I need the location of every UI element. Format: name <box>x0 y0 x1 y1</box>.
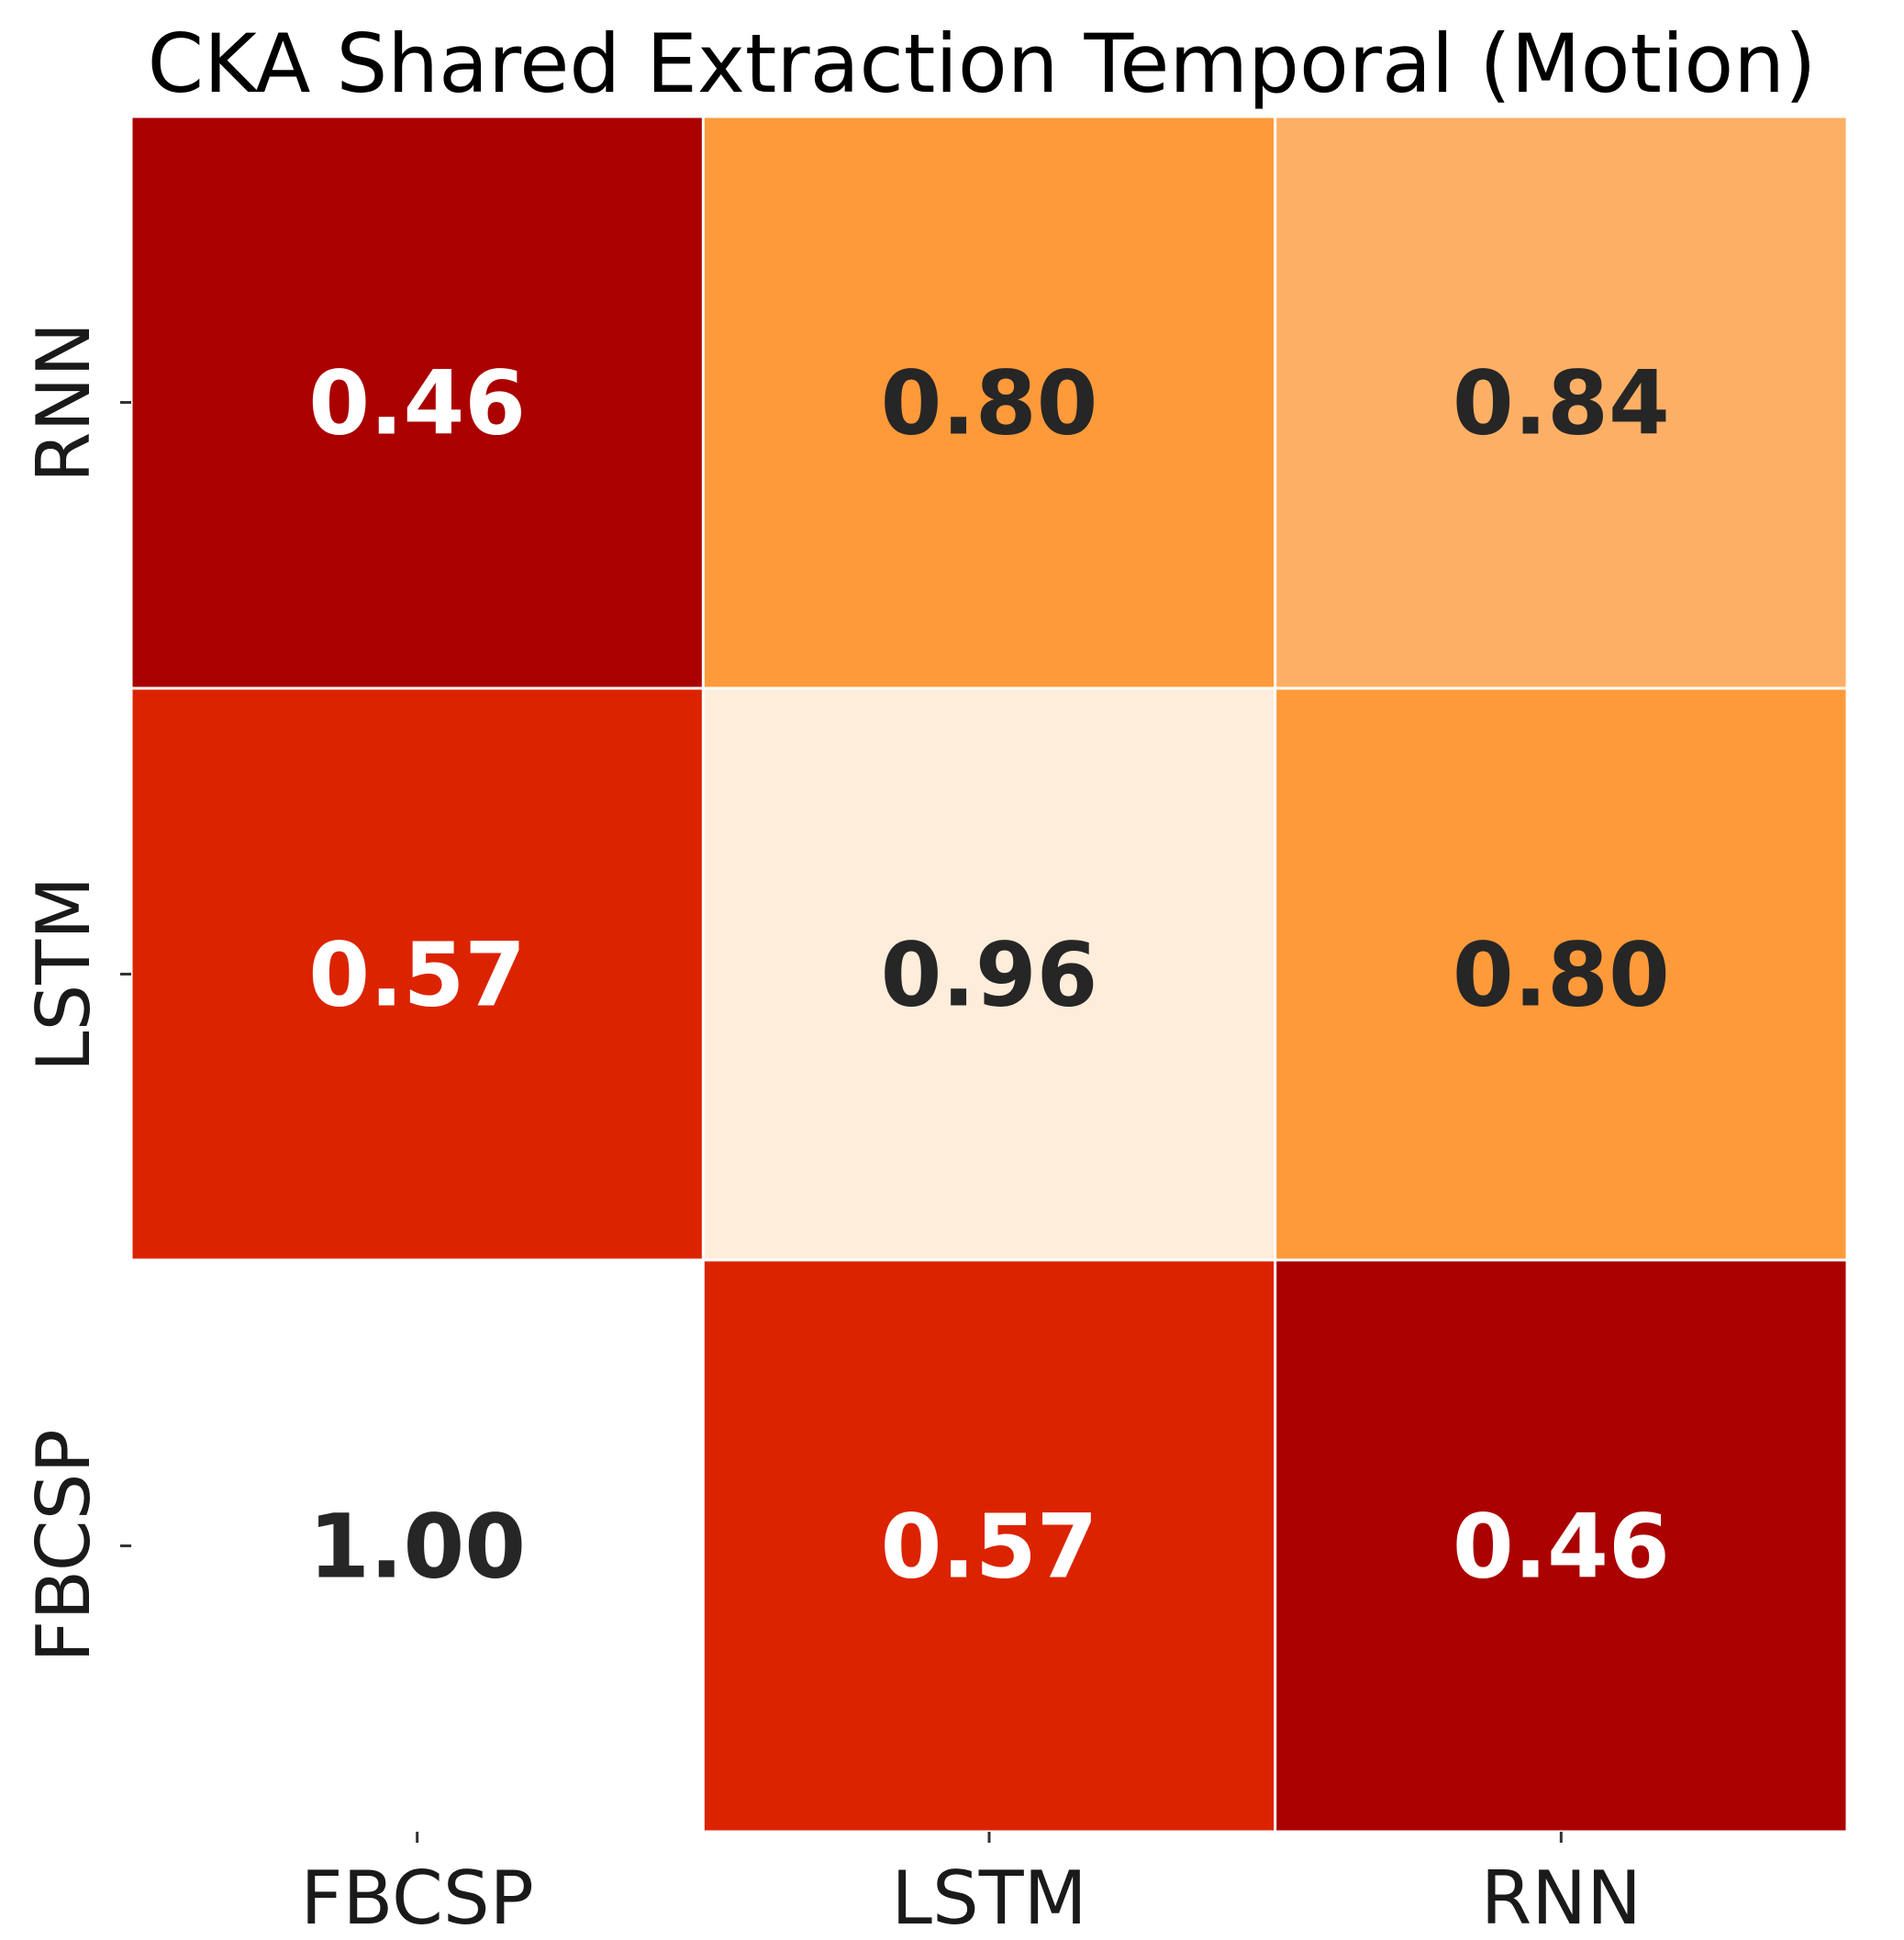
cell-value-label: 1.00 <box>308 1496 526 1599</box>
heatmap-cell-lstm-lstm <box>704 689 1275 1259</box>
x-tick-label: LSTM <box>891 1856 1086 1940</box>
cell-value-label: 0.57 <box>308 924 526 1027</box>
cell-value-label: 0.96 <box>881 924 1098 1027</box>
chart-title: CKA Shared Extraction Temporal (Motion) <box>148 17 1817 111</box>
cell-value-label: 0.46 <box>1453 1496 1670 1599</box>
heatmap-cell-fbcsp-fbcsp <box>132 1261 702 1831</box>
x-axis: FBCSP LSTM RNN <box>300 1832 1642 1940</box>
heatmap-cell-fbcsp-lstm <box>704 1261 1275 1831</box>
cell-value-label: 0.80 <box>881 352 1098 455</box>
y-tick-label: FBCSP <box>21 1429 106 1662</box>
heatmap-cell-lstm-fbcsp <box>132 689 702 1259</box>
y-tick-label: LSTM <box>21 876 106 1072</box>
heatmap-cell-rnn-lstm <box>704 117 1275 687</box>
x-tick-label: FBCSP <box>300 1856 533 1940</box>
y-tick-label: RNN <box>21 322 106 483</box>
heatmap-cells <box>132 117 1846 1831</box>
heatmap-cell-fbcsp-rnn <box>1276 1261 1846 1831</box>
cell-value-label: 0.57 <box>881 1496 1098 1599</box>
heatmap-cell-lstm-rnn <box>1276 689 1846 1259</box>
heatmap-cell-rnn-rnn <box>1276 117 1846 687</box>
cell-value-labels: 0.46 0.80 0.84 0.57 0.96 0.80 1.00 0.57 0.46 <box>308 352 1670 1599</box>
cell-value-label: 0.84 <box>1453 352 1670 455</box>
y-axis: RNN LSTM FBCSP <box>21 322 131 1663</box>
cell-value-label: 0.80 <box>1453 924 1670 1027</box>
x-tick-label: RNN <box>1481 1856 1642 1940</box>
heatmap-cell-rnn-fbcsp <box>132 117 702 687</box>
cell-value-label: 0.46 <box>308 352 526 455</box>
